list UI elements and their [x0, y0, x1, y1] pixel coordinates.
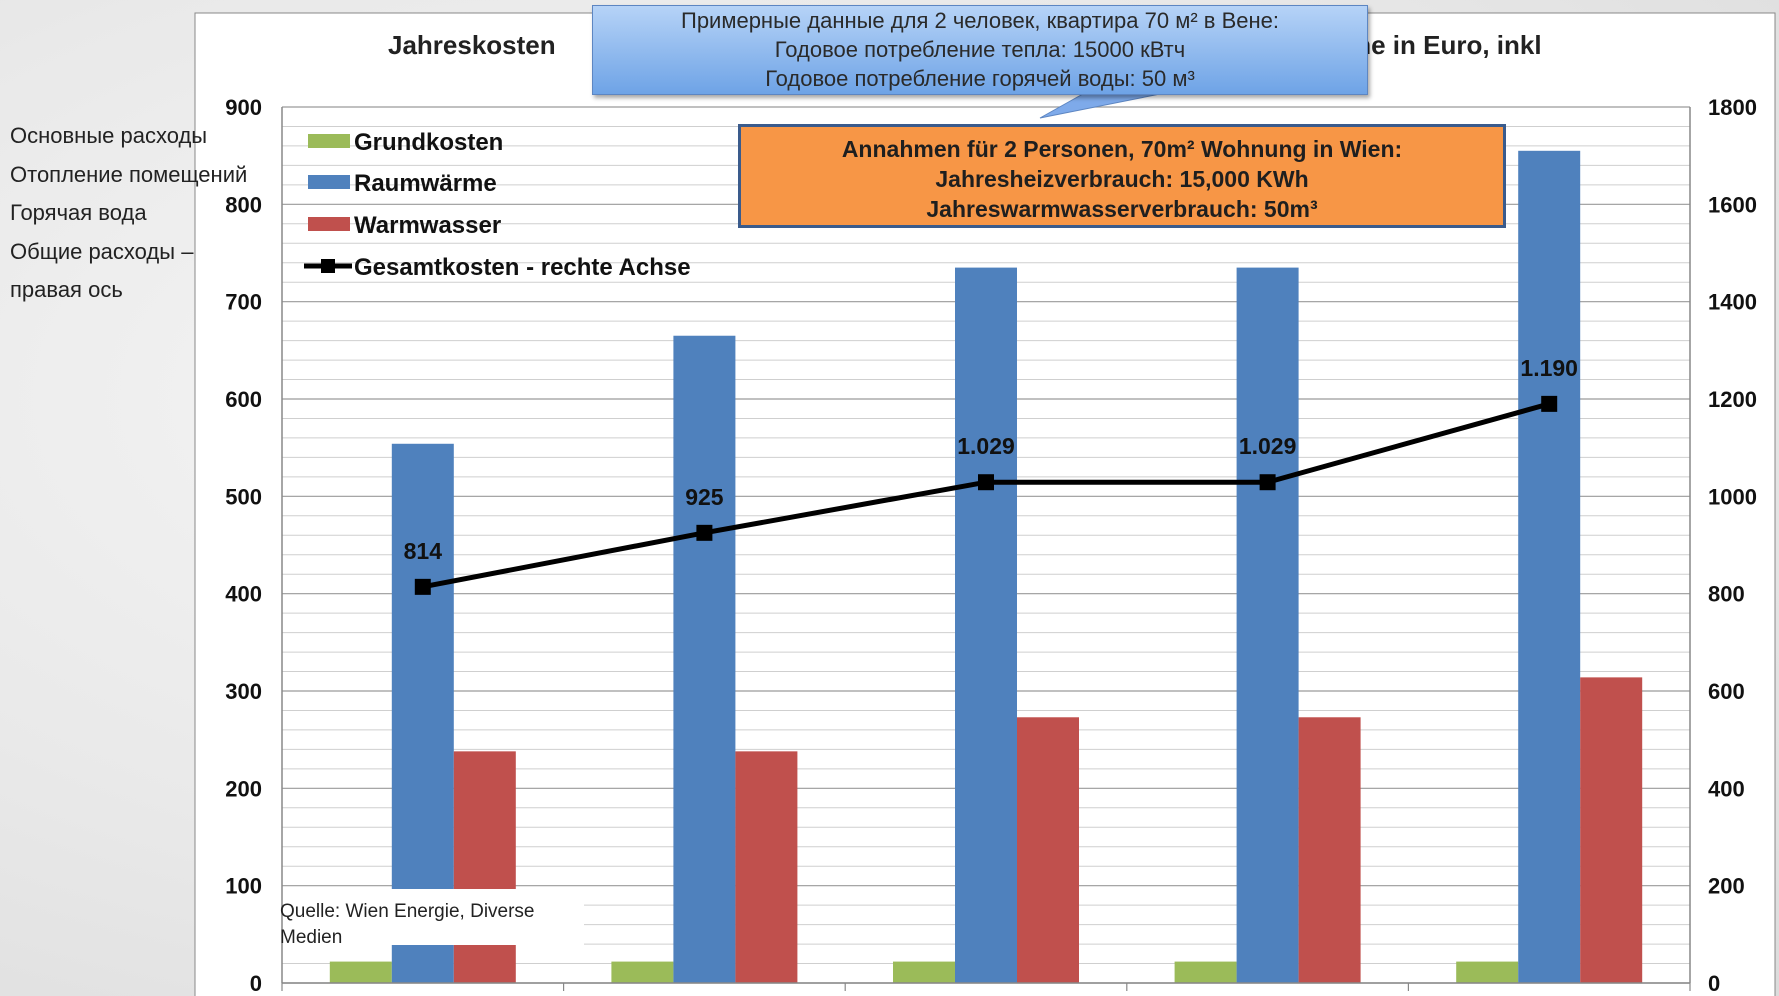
y-tick-left: 100	[225, 874, 262, 899]
bar-warmwasser	[1298, 717, 1361, 983]
legend-label-raumwaerme: Raumwärme	[354, 170, 497, 197]
bars	[282, 150, 1643, 984]
callout-line-1: Примерные данные для 2 человек, квартира…	[681, 8, 1279, 33]
bar-grundkosten	[1456, 961, 1519, 983]
total-cost-marker	[414, 578, 431, 595]
bar-warmwasser	[1580, 677, 1643, 983]
bar-grundkosten	[893, 961, 955, 983]
total-cost-data-label: 925	[685, 484, 724, 510]
bar-grundkosten	[1174, 961, 1237, 983]
side-label-space-heating: Отопление помещений	[10, 162, 248, 187]
assumptions-line-3: Jahreswarmwasserverbrauch: 50m³	[926, 196, 1318, 222]
y-tick-left: 800	[225, 192, 262, 217]
y-tick-right: 1200	[1708, 387, 1757, 412]
total-cost-data-label: 1.190	[1520, 355, 1578, 381]
y-tick-right: 1600	[1708, 192, 1757, 217]
side-label-basic-costs: Основные расходы	[10, 123, 208, 148]
bar-raumwaerme	[1518, 150, 1581, 984]
side-label-right-axis: правая ось	[10, 277, 123, 302]
legend-label-grundkosten: Grundkosten	[354, 129, 503, 156]
assumptions-line-1: Annahmen für 2 Personen, 70m² Wohnung in…	[841, 136, 1403, 162]
y-tick-left: 600	[225, 387, 262, 412]
axes: 0 100 200 300 400 500 600 700 800 900 0 200 400 600 80…	[225, 95, 1757, 996]
callout-line-3: Годовое потребление горячей воды: 50 м³	[765, 66, 1195, 91]
assumptions-box: Annahmen für 2 Personen, 70m² Wohnung in…	[738, 124, 1506, 228]
y-tick-right: 200	[1708, 874, 1745, 899]
y-tick-left: 300	[225, 679, 262, 704]
source-note: Quelle: Wien Energie, Diverse Medien	[280, 901, 535, 948]
total-line: 814 925 1.029 1.029 1.190	[404, 355, 1578, 595]
legend-swatch-warmwasser	[308, 217, 350, 231]
bar-warmwasser	[1017, 717, 1079, 983]
y-tick-right: 600	[1708, 679, 1745, 704]
y-tick-left: 500	[225, 484, 262, 509]
y-tick-right: 0	[1708, 971, 1720, 996]
y-tick-right: 1800	[1708, 95, 1757, 120]
y-tick-left: 400	[225, 582, 262, 607]
legend: Grundkosten Raumwärme Warmwasser Gesamtk…	[304, 129, 691, 281]
side-label-hot-water: Горячая вода	[10, 200, 147, 225]
total-cost-data-label: 1.029	[1239, 433, 1297, 459]
callout-russian-assumptions: Примерные данные для 2 человек, квартира…	[592, 5, 1368, 95]
bar-grundkosten	[329, 961, 392, 983]
total-cost-marker	[978, 474, 994, 491]
callout-line-2: Годовое потребление тепла: 15000 кВтч	[774, 37, 1186, 62]
bar-raumwaerme	[955, 267, 1017, 984]
assumptions-line-2: Jahresheizverbrauch: 15,000 KWh	[935, 166, 1309, 192]
total-cost-data-label: 1.029	[957, 433, 1015, 459]
bar-warmwasser	[735, 751, 798, 983]
legend-label-gesamt: Gesamtkosten - rechte Achse	[354, 254, 691, 281]
bar-grundkosten	[611, 961, 674, 983]
bar-raumwaerme	[1236, 267, 1299, 984]
chart-title-right: me in Euro, inkl	[1348, 30, 1542, 60]
y-tick-left: 900	[225, 95, 262, 120]
total-cost-marker	[1541, 395, 1558, 412]
y-tick-left: 200	[225, 776, 262, 801]
legend-marker-gesamt	[321, 259, 335, 273]
y-tick-left: 700	[225, 290, 262, 315]
y-tick-left: 0	[250, 971, 262, 996]
legend-label-warmwasser: Warmwasser	[354, 212, 501, 239]
y-tick-right: 1400	[1708, 290, 1757, 315]
bar-raumwaerme	[673, 335, 736, 983]
side-label-total-costs: Общие расходы –	[10, 239, 194, 264]
y-tick-right: 1000	[1708, 484, 1757, 509]
total-cost-data-label: 814	[404, 538, 443, 564]
y-tick-right: 800	[1708, 582, 1745, 607]
source-note-backdrop	[282, 889, 584, 945]
y-tick-right: 400	[1708, 776, 1745, 801]
legend-swatch-raumwaerme	[308, 175, 350, 189]
total-cost-marker	[1259, 474, 1276, 491]
total-cost-marker	[696, 524, 713, 541]
legend-swatch-grundkosten	[308, 134, 350, 148]
chart-title-left: Jahreskosten	[388, 30, 556, 60]
